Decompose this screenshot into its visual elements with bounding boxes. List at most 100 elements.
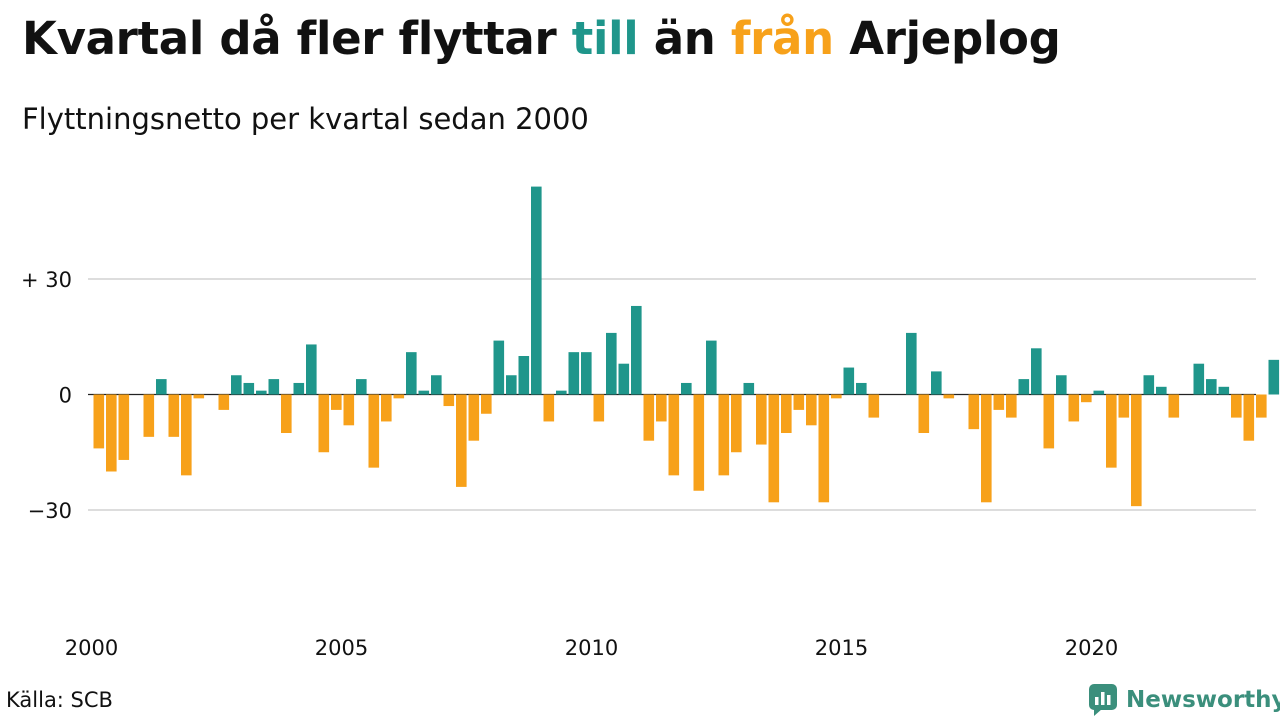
y-tick-label: −30 (28, 499, 72, 523)
source-note: Källa: SCB (6, 688, 113, 712)
bar-q13 (256, 390, 267, 395)
bar-q67 (931, 371, 942, 395)
bar-q59 (831, 394, 842, 399)
bar-q0 (93, 394, 105, 449)
bar-q16 (293, 382, 305, 395)
x-tick-label-2000: 2000 (65, 636, 118, 660)
bar-q58 (818, 394, 830, 503)
chart-subtitle: Flyttningsnetto per kvartal sedan 2000 (22, 102, 589, 136)
bar-chart-speech-bubble-icon (1089, 684, 1117, 716)
bar-q88 (1193, 363, 1205, 395)
bar-q23 (381, 394, 392, 422)
bar-q73 (1006, 394, 1017, 418)
bar-q7 (181, 394, 192, 476)
bar-q12 (243, 382, 255, 395)
title-part-5: Arjeplog (833, 12, 1061, 65)
bar-q93 (1256, 394, 1267, 418)
bar-q45 (656, 394, 667, 422)
bar-q52 (743, 382, 755, 395)
bar-q30 (468, 394, 480, 441)
bar-q34 (518, 356, 530, 395)
bar-q15 (281, 394, 292, 433)
bar-q80 (1093, 390, 1105, 395)
bar-q40 (593, 394, 605, 422)
bar-q72 (993, 394, 1005, 410)
bar-layer (93, 186, 1280, 507)
bar-q35 (531, 186, 542, 395)
bar-q82 (1118, 394, 1130, 418)
bar-q19 (331, 394, 342, 410)
bar-q39 (581, 352, 592, 395)
bar-q17 (306, 344, 317, 395)
bar-q49 (706, 340, 717, 395)
chart-title: Kvartal då fler flyttar till än från Arj… (22, 12, 1061, 65)
bar-q53 (756, 394, 767, 445)
bar-q70 (968, 394, 980, 430)
bar-q26 (418, 390, 430, 395)
bar-q41 (606, 332, 617, 395)
bar-q14 (268, 379, 280, 395)
bar-q61 (856, 382, 867, 395)
bar-q2 (118, 394, 130, 460)
bar-q74 (1018, 379, 1030, 395)
title-word-fran: från (730, 12, 834, 65)
bar-q54 (768, 394, 780, 503)
bar-q38 (568, 352, 580, 395)
y-tick-label: 0 (59, 384, 72, 408)
newsworthy-logo: Newsworthy (1088, 683, 1280, 717)
bar-q43 (631, 305, 642, 395)
bar-q92 (1243, 394, 1255, 441)
bar-q22 (368, 394, 380, 468)
bar-q47 (681, 382, 692, 395)
bar-q48 (693, 394, 705, 491)
bar-q62 (868, 394, 880, 418)
bar-q11 (231, 375, 242, 395)
bar-q76 (1043, 394, 1055, 449)
bar-q78 (1068, 394, 1080, 422)
bar-q6 (168, 394, 180, 437)
title-part-3: än (638, 12, 731, 65)
bar-q21 (356, 379, 367, 395)
bar-q57 (806, 394, 817, 426)
bar-q85 (1156, 386, 1167, 395)
bar-q36 (543, 394, 555, 422)
bar-q10 (218, 394, 230, 410)
bar-q5 (156, 379, 167, 395)
bar-q81 (1106, 394, 1117, 468)
bar-q60 (843, 367, 855, 395)
bar-q51 (731, 394, 742, 453)
x-tick-label-2010: 2010 (565, 636, 618, 660)
bar-q89 (1206, 379, 1217, 395)
bar-q56 (793, 394, 805, 410)
bar-q32 (493, 340, 505, 395)
bar-q66 (918, 394, 930, 433)
bar-q20 (343, 394, 355, 426)
bar-q68 (943, 394, 955, 399)
bar-q79 (1081, 394, 1092, 403)
bar-q4 (143, 394, 155, 437)
x-axis-ticks: 2000 2005 2010 2015 2020 (65, 636, 1118, 660)
bar-q71 (981, 394, 992, 503)
bar-q83 (1131, 394, 1142, 507)
x-tick-label-2005: 2005 (315, 636, 368, 660)
bar-q29 (456, 394, 467, 487)
bar-q18 (318, 394, 330, 453)
bar-q1 (106, 394, 117, 472)
brand-name: Newsworthy (1126, 687, 1280, 713)
bar-q75 (1031, 348, 1042, 395)
bar-q37 (556, 390, 567, 395)
y-tick-label: + 30 (21, 268, 72, 292)
bar-q31 (481, 394, 492, 414)
title-word-till: till (571, 12, 639, 65)
bar-q94 (1268, 359, 1280, 395)
bar-q46 (668, 394, 680, 476)
bar-q84 (1143, 375, 1155, 395)
bar-q27 (431, 375, 442, 395)
bar-q8 (193, 394, 205, 399)
x-tick-label-2015: 2015 (815, 636, 868, 660)
bar-q90 (1218, 386, 1230, 395)
bar-q50 (718, 394, 730, 476)
y-axis-ticks: + 30 0 −30 (21, 268, 72, 523)
bar-q86 (1168, 394, 1180, 418)
